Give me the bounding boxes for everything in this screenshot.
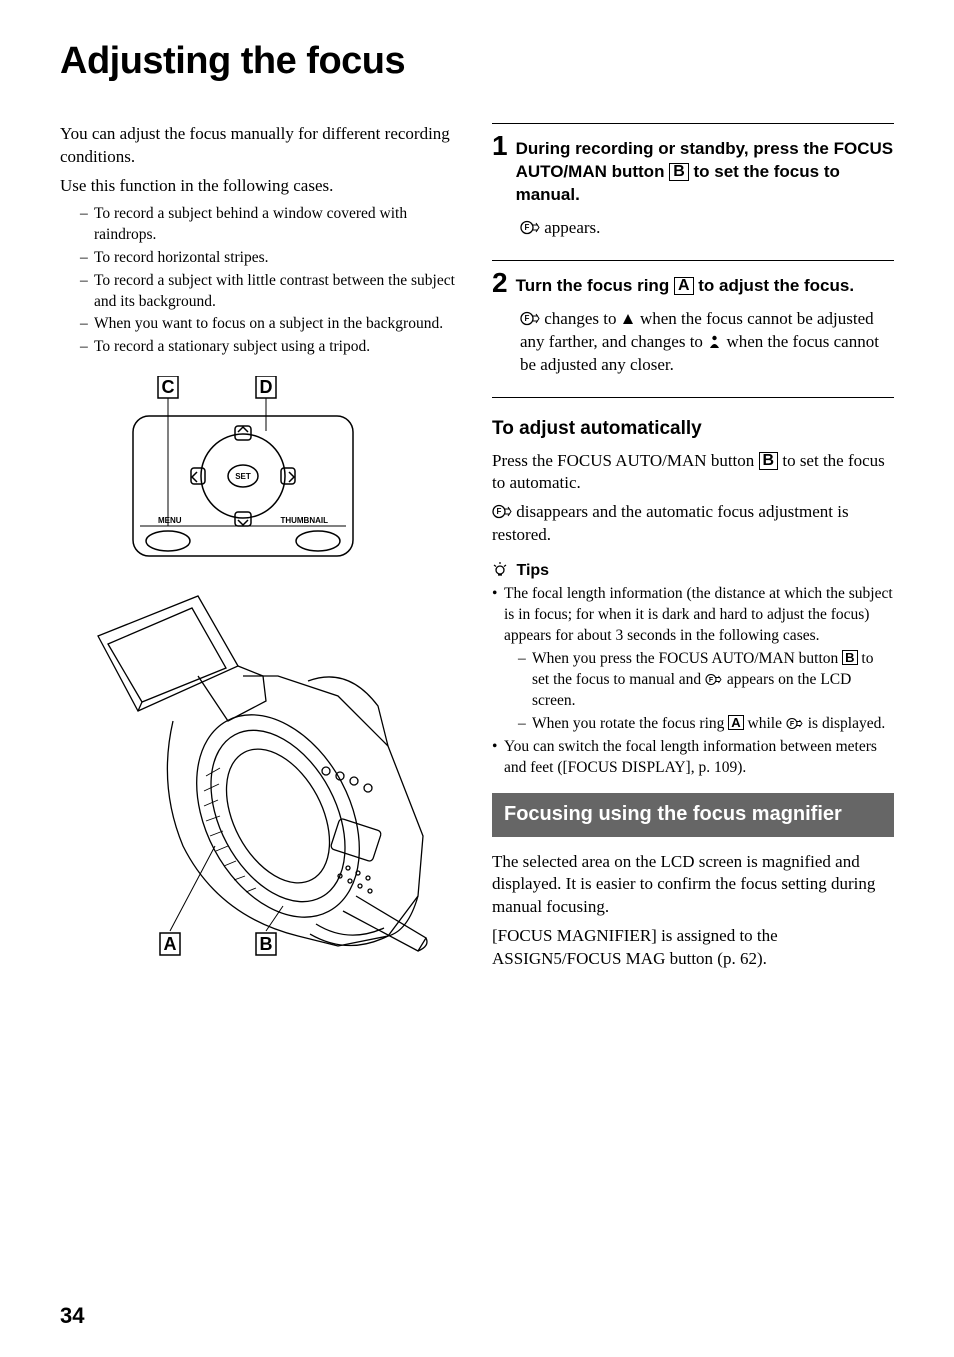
- callout-a-ref: A: [674, 277, 694, 295]
- step-head: 1 During recording or standby, press the…: [492, 132, 894, 207]
- focus-icon: F: [520, 311, 540, 326]
- step-text-part: to adjust the focus.: [694, 276, 855, 295]
- page-title: Adjusting the focus: [60, 40, 894, 83]
- menu-label: MENU: [158, 516, 182, 525]
- tip-item: You can switch the focal length informat…: [492, 737, 894, 779]
- tip-sub-item: When you press the FOCUS AUTO/MAN button…: [518, 649, 894, 712]
- text-part: while: [744, 715, 786, 732]
- subsection-title: Focusing using the focus magnifier: [492, 793, 894, 837]
- step-instruction: During recording or standby, press the F…: [516, 138, 894, 207]
- tip-sub-item: When you rotate the focus ring A while F…: [518, 714, 894, 735]
- set-label: SET: [235, 472, 251, 481]
- tips-label: Tips: [516, 562, 549, 579]
- mountain-icon: [621, 311, 636, 326]
- step-1: 1 During recording or standby, press the…: [492, 132, 894, 240]
- focus-icon: F: [520, 220, 540, 235]
- text-part: is displayed.: [804, 715, 885, 732]
- svg-text:F: F: [497, 507, 502, 516]
- step-body-text: changes to: [540, 309, 621, 328]
- list-item: To record a subject behind a window cove…: [80, 204, 462, 246]
- callout-a-label: A: [164, 934, 177, 954]
- callout-a-ref: A: [728, 715, 743, 730]
- use-cases-list: To record a subject behind a window cove…: [60, 204, 462, 358]
- person-icon: [707, 334, 722, 349]
- auto-p1: Press the FOCUS AUTO/MAN button B to set…: [492, 450, 894, 496]
- text-part: When you press the FOCUS AUTO/MAN button: [532, 650, 842, 667]
- step-number: 1: [492, 132, 508, 160]
- tips-list: The focal length information (the distan…: [492, 584, 894, 778]
- step-body: F appears.: [520, 217, 894, 240]
- list-item: To record horizontal stripes.: [80, 248, 462, 269]
- callout-c-label: C: [162, 377, 175, 397]
- step-number: 2: [492, 269, 508, 297]
- intro-line-1: You can adjust the focus manually for di…: [60, 123, 462, 169]
- svg-text:F: F: [790, 721, 795, 728]
- right-column: 1 During recording or standby, press the…: [492, 123, 894, 1006]
- auto-p2: F disappears and the automatic focus adj…: [492, 501, 894, 547]
- step-instruction: Turn the focus ring A to adjust the focu…: [516, 275, 854, 298]
- step-head: 2 Turn the focus ring A to adjust the fo…: [492, 269, 894, 298]
- left-column: You can adjust the focus manually for di…: [60, 123, 462, 1006]
- auto-heading: To adjust automatically: [492, 418, 894, 440]
- camera-diagram: C D: [88, 376, 428, 1006]
- separator: [492, 260, 894, 261]
- focus-icon: F: [786, 717, 804, 730]
- separator: [492, 397, 894, 398]
- step-text-part: Turn the focus ring: [516, 276, 674, 295]
- svg-text:F: F: [525, 314, 530, 323]
- callout-b-label: B: [260, 934, 273, 954]
- page: Adjusting the focus You can adjust the f…: [0, 0, 954, 1357]
- intro-line-2: Use this function in the following cases…: [60, 175, 462, 198]
- text-part: When you rotate the focus ring: [532, 715, 728, 732]
- text-part: disappears and the automatic focus adjus…: [492, 502, 849, 544]
- focus-icon: F: [705, 673, 723, 686]
- list-item: To record a subject with little contrast…: [80, 271, 462, 313]
- thumbnail-label: THUMBNAIL: [280, 516, 328, 525]
- tip-item: The focal length information (the distan…: [492, 584, 894, 734]
- callout-d-label: D: [260, 377, 273, 397]
- step-body-text: appears.: [540, 218, 600, 237]
- list-item: To record a stationary subject using a t…: [80, 337, 462, 358]
- step-2: 2 Turn the focus ring A to adjust the fo…: [492, 269, 894, 377]
- tip-text: You can switch the focal length informat…: [504, 738, 877, 776]
- diagram-svg: C D: [88, 376, 428, 1006]
- tip-text: The focal length information (the distan…: [504, 585, 893, 644]
- text-part: Press the FOCUS AUTO/MAN button: [492, 451, 759, 470]
- focus-icon: F: [492, 504, 512, 519]
- subsection-p1: The selected area on the LCD screen is m…: [492, 851, 894, 920]
- svg-text:F: F: [709, 677, 714, 684]
- step-body: F changes to when the focus cannot be ad…: [520, 308, 894, 377]
- subsection-p2: [FOCUS MAGNIFIER] is assigned to the ASS…: [492, 925, 894, 971]
- tip-sublist: When you press the FOCUS AUTO/MAN button…: [510, 649, 894, 735]
- callout-b-ref: B: [669, 163, 689, 181]
- tip-icon: [492, 562, 512, 579]
- columns: You can adjust the focus manually for di…: [60, 123, 894, 1006]
- list-item: When you want to focus on a subject in t…: [80, 314, 462, 335]
- page-number: 34: [60, 1303, 84, 1329]
- svg-text:F: F: [525, 223, 530, 232]
- separator: [492, 123, 894, 124]
- callout-b-ref: B: [842, 650, 857, 665]
- tips-heading: Tips: [492, 561, 894, 580]
- callout-b-ref: B: [759, 452, 779, 470]
